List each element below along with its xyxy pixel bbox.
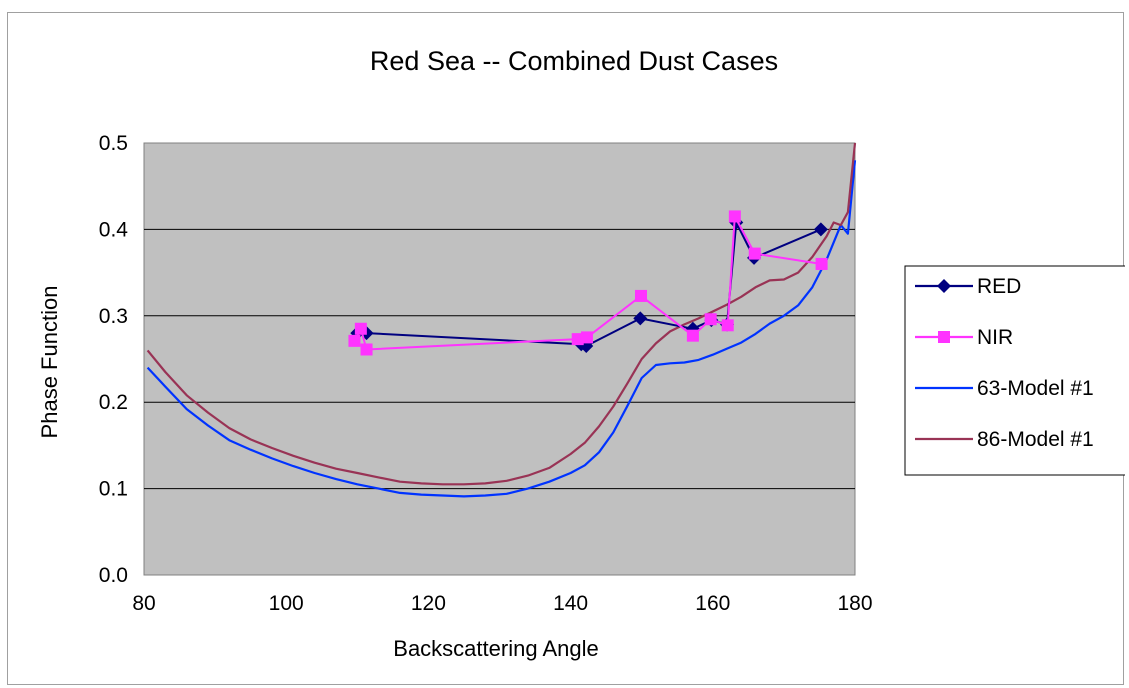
chart-canvas: Red Sea -- Combined Dust Cases 80 100 120 1… <box>37 46 1125 661</box>
legend: RED NIR 63-Model #1 86-Model #1 <box>915 275 1094 451</box>
legend-label: 63-Model #1 <box>977 377 1094 400</box>
series-1 <box>348 210 828 356</box>
chart-title: Red Sea -- Combined Dust Cases <box>370 46 778 76</box>
x-tick-label: 80 <box>132 592 155 615</box>
series-line <box>146 142 857 486</box>
series-2 <box>146 160 857 498</box>
x-tick-label: 140 <box>553 592 588 615</box>
plot-area <box>143 142 856 576</box>
data-point <box>634 289 647 302</box>
y-axis-ticks: 0.0 0.1 0.2 0.3 0.4 0.5 <box>99 132 129 587</box>
data-point <box>937 279 951 293</box>
data-point <box>813 222 828 237</box>
series-3 <box>146 142 857 486</box>
legend-item: 63-Model #1 <box>915 377 1094 400</box>
data-point <box>360 343 373 356</box>
y-axis-title: Phase Function <box>37 286 62 439</box>
data-point <box>728 210 741 223</box>
series-layer <box>146 142 857 498</box>
y-tick-label: 0.3 <box>99 305 128 328</box>
legend-label: NIR <box>977 326 1013 349</box>
data-point <box>580 331 593 344</box>
x-tick-label: 120 <box>411 592 446 615</box>
legend-box <box>904 265 1125 476</box>
data-point <box>815 257 828 270</box>
legend-item: NIR <box>915 326 1013 349</box>
chart-frame: Red Sea -- Combined Dust Cases 80 100 120 1… <box>7 12 1125 685</box>
data-point <box>348 334 361 347</box>
x-axis-ticks: 80 100 120 140 160 180 <box>132 592 872 615</box>
data-point <box>686 329 699 342</box>
y-tick-label: 0.2 <box>99 391 128 414</box>
x-tick-label: 160 <box>695 592 730 615</box>
x-tick-label: 100 <box>269 592 304 615</box>
y-tick-label: 0.5 <box>99 132 128 155</box>
y-tick-label: 0.4 <box>99 218 129 241</box>
legend-item: RED <box>915 275 1021 298</box>
legend-item: 86-Model #1 <box>915 428 1094 451</box>
data-point <box>721 319 734 332</box>
data-point <box>633 311 648 326</box>
x-tick-label: 180 <box>837 592 872 615</box>
data-point <box>748 247 761 260</box>
legend-label: 86-Model #1 <box>977 428 1094 451</box>
data-point <box>571 333 584 346</box>
legend-label: RED <box>977 275 1021 298</box>
x-axis-title: Backscattering Angle <box>393 636 598 661</box>
data-point <box>354 322 367 335</box>
y-tick-label: 0.1 <box>99 478 128 501</box>
series-line <box>146 160 857 498</box>
data-point <box>704 313 717 326</box>
y-tick-label: 0.0 <box>99 564 128 587</box>
data-point <box>938 331 950 343</box>
